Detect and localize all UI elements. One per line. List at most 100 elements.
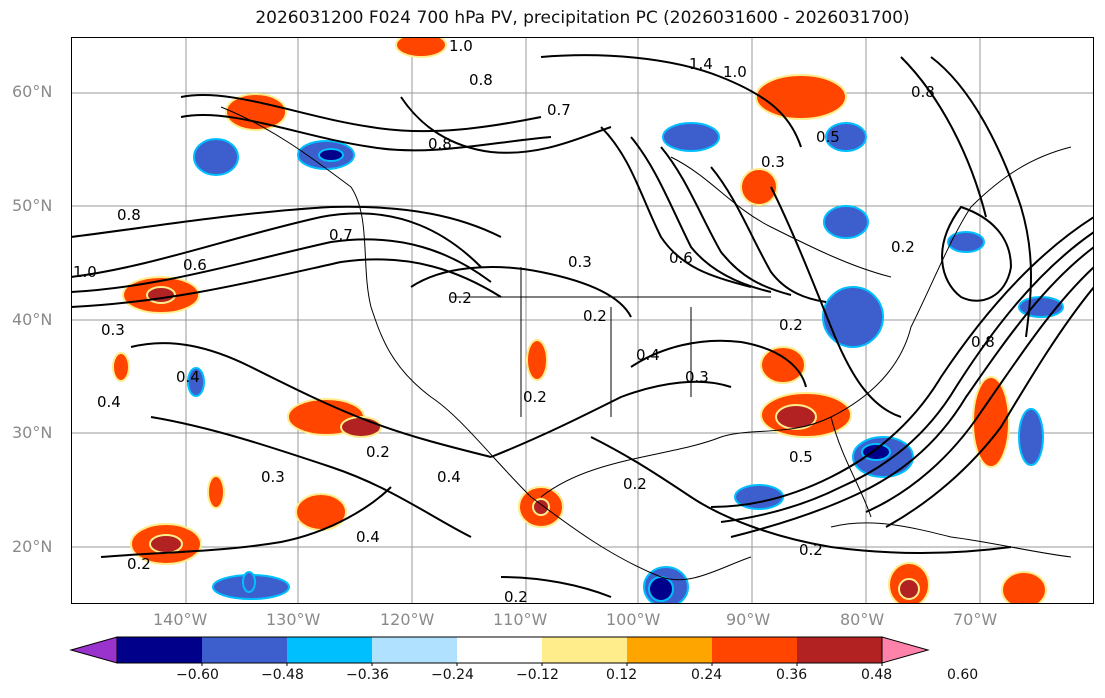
- precip-blob: [898, 578, 920, 600]
- contour-label: 0.4: [176, 368, 200, 386]
- colorbar-segment: [627, 637, 712, 663]
- precip-blob: [1018, 408, 1044, 466]
- contour-label: 0.4: [437, 468, 461, 486]
- colorbar-tick-label: −0.24: [431, 667, 474, 683]
- colorbar-segment: [712, 637, 797, 663]
- colorbar-frame: [116, 636, 883, 664]
- chart-title: 2026031200 F024 700 hPa PV, precipitatio…: [255, 8, 910, 28]
- contour-label: 0.7: [329, 226, 353, 244]
- precip-blob: [146, 286, 176, 304]
- lon-label: 120°W: [380, 610, 435, 629]
- contour-label: 1.0: [73, 263, 97, 281]
- precip-blob: [825, 122, 867, 152]
- colorbar-segment: [202, 637, 287, 663]
- contour-label: 0.8: [428, 135, 452, 153]
- precip-blob: [648, 576, 674, 602]
- precip-blob: [822, 286, 884, 348]
- contour-label: 0.8: [469, 71, 493, 89]
- colorbar-tick-label: 0.60: [947, 667, 979, 683]
- precip-blob: [112, 352, 130, 382]
- contour-label: 0.2: [523, 388, 547, 406]
- precip-blob: [861, 443, 891, 461]
- precip-blob: [775, 404, 817, 430]
- precip-blob: [207, 475, 225, 509]
- lat-label: 20°N: [12, 537, 53, 556]
- lon-label: 70°W: [953, 610, 998, 629]
- contour-label: 0.6: [669, 249, 693, 267]
- colorbar-tick-label: −0.60: [176, 667, 219, 683]
- precip-blob: [823, 205, 869, 239]
- colorbar-tick-label: −0.48: [261, 667, 304, 683]
- precip-blob: [755, 74, 847, 120]
- contour-label: 0.3: [761, 153, 785, 171]
- colorbar: [69, 636, 930, 666]
- lon-label: 80°W: [840, 610, 885, 629]
- colorbar-segment: [117, 637, 202, 663]
- contour-label: 0.3: [261, 468, 285, 486]
- precip-blob: [242, 571, 256, 593]
- contour-label: 0.2: [583, 307, 607, 325]
- precip-blob: [395, 32, 447, 58]
- contour-label: 0.8: [117, 206, 141, 224]
- precip-negative-areas: [187, 122, 1064, 608]
- contour-label: 0.4: [356, 528, 380, 546]
- lat-label: 30°N: [12, 423, 53, 442]
- lon-label: 100°W: [606, 610, 661, 629]
- precip-blob: [662, 122, 720, 152]
- precip-blob: [318, 148, 344, 162]
- contour-label: 0.7: [547, 101, 571, 119]
- lon-label: 130°W: [266, 610, 321, 629]
- contour-label: 0.4: [636, 346, 660, 364]
- contour-label: 1.0: [449, 37, 473, 55]
- colorbar-tick-label: −0.36: [346, 667, 389, 683]
- precip-blob: [526, 339, 548, 381]
- precip-blob: [947, 231, 985, 253]
- map-panel: 1.0 0.8 0.7 0.8 1.4 1.0 0.8 0.5 0.3 0.2 …: [70, 32, 1095, 609]
- colorbar-tick-label: −0.12: [516, 667, 559, 683]
- precip-blob: [1001, 571, 1047, 609]
- precip-blob: [340, 416, 382, 438]
- contour-label: 0.8: [911, 83, 935, 101]
- colorbar-extend-left: [69, 636, 118, 664]
- colorbar-segment: [287, 637, 372, 663]
- contour-label: 1.4: [689, 55, 713, 73]
- lat-label: 50°N: [12, 196, 53, 215]
- contour-label: 0.6: [183, 256, 207, 274]
- lon-label: 140°W: [153, 610, 208, 629]
- colorbar-tick-label: 0.24: [691, 667, 723, 683]
- contour-label: 0.3: [568, 253, 592, 271]
- contour-label: 0.2: [779, 316, 803, 334]
- contour-label: 0.2: [891, 238, 915, 256]
- lat-label: 40°N: [12, 310, 53, 329]
- precip-blob: [760, 346, 806, 384]
- colorbar-tick-label: 0.12: [606, 667, 638, 683]
- contour-label: 0.5: [789, 448, 813, 466]
- colorbar-segment: [457, 637, 542, 663]
- precip-positive-areas: [112, 32, 1047, 609]
- contour-label: 1.0: [723, 63, 747, 81]
- contour-label: 0.2: [366, 443, 390, 461]
- lon-label: 110°W: [493, 610, 548, 629]
- contour-label: 0.2: [799, 541, 823, 559]
- colorbar-segment: [542, 637, 627, 663]
- map-svg: 1.0 0.8 0.7 0.8 1.4 1.0 0.8 0.5 0.3 0.2 …: [70, 32, 1095, 609]
- precip-blob: [187, 367, 205, 397]
- contour-label: 0.2: [504, 588, 528, 604]
- contour-label: 0.5: [816, 128, 840, 146]
- contour-label: 0.2: [448, 289, 472, 307]
- contour-label: 0.3: [685, 368, 709, 386]
- map-frame: [71, 37, 1094, 604]
- precip-blob: [225, 93, 287, 131]
- precip-blob: [193, 138, 239, 176]
- contour-label: 0.4: [97, 393, 121, 411]
- precip-blob: [532, 498, 550, 516]
- contour-label: 0.3: [101, 321, 125, 339]
- colorbar-segment: [372, 637, 457, 663]
- colorbar-extend-right: [881, 636, 930, 664]
- contour-labels: 1.0 0.8 0.7 0.8 1.4 1.0 0.8 0.5 0.3 0.2 …: [73, 37, 995, 606]
- contour-label: 0.2: [623, 475, 647, 493]
- precip-blob: [740, 168, 778, 206]
- lat-label: 60°N: [12, 82, 53, 101]
- coastlines: [220, 106, 1072, 581]
- colorbar-tick-label: 0.48: [861, 667, 893, 683]
